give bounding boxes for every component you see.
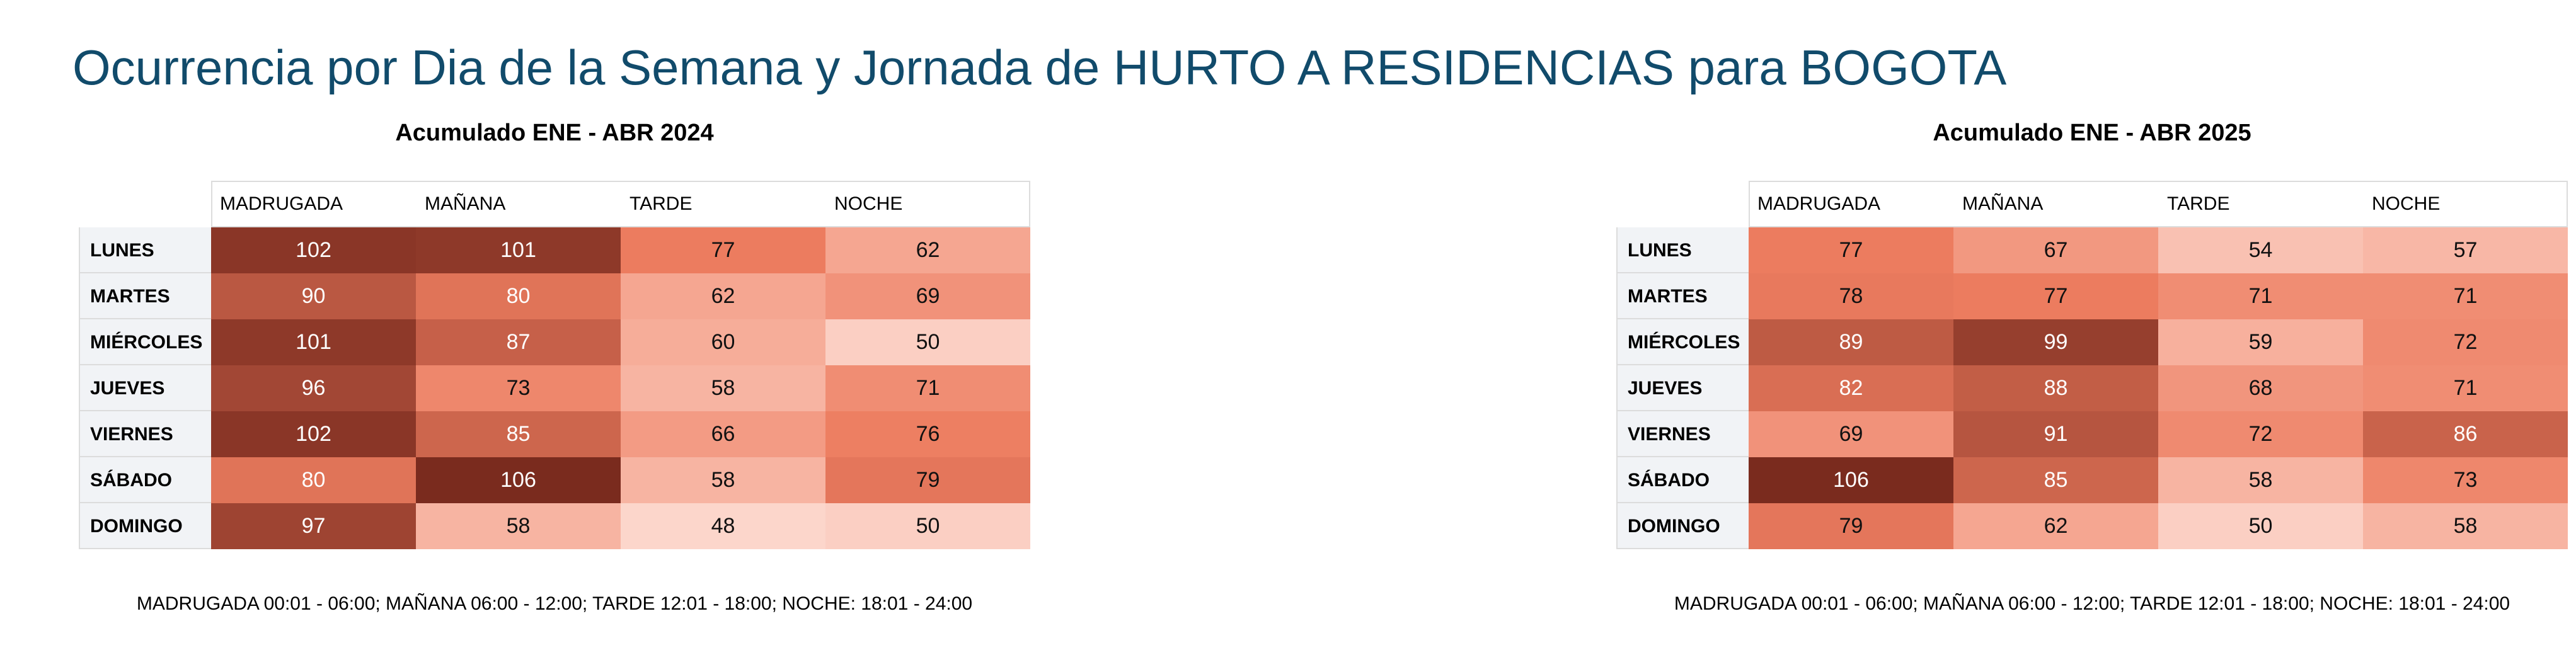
heatmap-cell: 96 — [211, 365, 416, 411]
page-title: Ocurrencia por Dia de la Semana y Jornad… — [72, 40, 2007, 95]
row-header: JUEVES — [79, 365, 211, 411]
row-header: LUNES — [79, 227, 211, 273]
heatmap-cell: 50 — [2158, 503, 2363, 549]
heatmap-cell: 58 — [621, 457, 825, 503]
heatmap-cell: 79 — [1749, 503, 1953, 549]
row-header: DOMINGO — [1616, 503, 1749, 549]
heatmap-cell: 77 — [1953, 273, 2158, 319]
heatmap-cell: 79 — [825, 457, 1030, 503]
heatmap-cell: 72 — [2158, 411, 2363, 457]
heatmap-cell: 99 — [1953, 319, 2158, 365]
column-header: MAÑANA — [425, 193, 506, 214]
heatmap-cell: 106 — [416, 457, 621, 503]
heatmap-panel-2025: Acumulado ENE - ABR 2025 MADRUGADA MAÑANA… — [1616, 120, 2568, 624]
heatmap-cell: 97 — [211, 503, 416, 549]
heatmap-cell: 54 — [2158, 227, 2363, 273]
heatmap-cell: 102 — [211, 411, 416, 457]
row-header: MARTES — [79, 273, 211, 319]
heatmap-cell: 101 — [416, 227, 621, 273]
heatmap-cell: 58 — [416, 503, 621, 549]
column-header: MADRUGADA — [220, 193, 343, 214]
heatmap-cell: 58 — [2363, 503, 2568, 549]
column-header: TARDE — [630, 193, 693, 214]
heatmap-cell: 80 — [211, 457, 416, 503]
heatmap-cell: 62 — [825, 227, 1030, 273]
heatmap-cell: 85 — [416, 411, 621, 457]
heatmap-cell: 71 — [2363, 273, 2568, 319]
heatmap-title: Acumulado ENE - ABR 2024 — [395, 120, 714, 146]
column-header: NOCHE — [2372, 193, 2441, 214]
row-header: JUEVES — [1616, 365, 1749, 411]
heatmap-cell: 69 — [825, 273, 1030, 319]
heatmap-cell: 85 — [1953, 457, 2158, 503]
heatmap-title: Acumulado ENE - ABR 2025 — [1933, 120, 2251, 146]
heatmap-cell: 73 — [2363, 457, 2568, 503]
row-header: MIÉRCOLES — [79, 319, 211, 365]
heatmap-cell: 82 — [1749, 365, 1953, 411]
heatmap-cell: 77 — [621, 227, 825, 273]
heatmap-cell: 58 — [2158, 457, 2363, 503]
column-header: TARDE — [2167, 193, 2230, 214]
heatmap-cell: 58 — [621, 365, 825, 411]
heatmap-cell: 73 — [416, 365, 621, 411]
heatmap-footnote: MADRUGADA 00:01 - 06:00; MAÑANA 06:00 - … — [136, 593, 973, 614]
heatmap-cell: 87 — [416, 319, 621, 365]
heatmap-cell: 78 — [1749, 273, 1953, 319]
heatmap-cell: 90 — [211, 273, 416, 319]
heatmap-cell: 76 — [825, 411, 1030, 457]
column-header-box — [1749, 181, 2568, 227]
heatmap-cell: 71 — [825, 365, 1030, 411]
column-header: MAÑANA — [1962, 193, 2044, 214]
row-header: SÁBADO — [1616, 457, 1749, 503]
heatmap-cell: 57 — [2363, 227, 2568, 273]
row-header: MIÉRCOLES — [1616, 319, 1749, 365]
heatmap-cell: 60 — [621, 319, 825, 365]
row-header: DOMINGO — [79, 503, 211, 549]
column-header: NOCHE — [834, 193, 903, 214]
heatmap-cell: 106 — [1749, 457, 1953, 503]
row-header: VIERNES — [79, 411, 211, 457]
column-header: MADRUGADA — [1757, 193, 1881, 214]
column-header-box — [211, 181, 1030, 227]
heatmap-cell: 50 — [825, 319, 1030, 365]
heatmap-grid: MADRUGADA MAÑANA TARDE NOCHE LUNES 77 67 54 57 MA… — [1616, 181, 2568, 672]
row-header: SÁBADO — [79, 457, 211, 503]
heatmap-cell: 62 — [621, 273, 825, 319]
heatmap-cell: 71 — [2158, 273, 2363, 319]
heatmap-cell: 50 — [825, 503, 1030, 549]
heatmap-cell: 66 — [621, 411, 825, 457]
row-header: MARTES — [1616, 273, 1749, 319]
heatmap-cell: 72 — [2363, 319, 2568, 365]
heatmap-cell: 77 — [1749, 227, 1953, 273]
heatmap-cell: 89 — [1749, 319, 1953, 365]
heatmap-cell: 102 — [211, 227, 416, 273]
heatmap-footnote: MADRUGADA 00:01 - 06:00; MAÑANA 06:00 - … — [1674, 593, 2510, 614]
heatmap-panel-2024: Acumulado ENE - ABR 2024 MADRUGADA MAÑANA… — [79, 120, 1030, 624]
heatmap-cell: 101 — [211, 319, 416, 365]
heatmap-cell: 80 — [416, 273, 621, 319]
heatmap-cell: 68 — [2158, 365, 2363, 411]
heatmap-cell: 69 — [1749, 411, 1953, 457]
heatmap-grid: MADRUGADA MAÑANA TARDE NOCHE LUNES 102 101 77 62… — [79, 181, 1030, 672]
heatmap-cell: 67 — [1953, 227, 2158, 273]
heatmap-cell: 71 — [2363, 365, 2568, 411]
row-header: LUNES — [1616, 227, 1749, 273]
heatmap-cell: 59 — [2158, 319, 2363, 365]
heatmap-cell: 48 — [621, 503, 825, 549]
heatmap-cell: 86 — [2363, 411, 2568, 457]
row-header: VIERNES — [1616, 411, 1749, 457]
heatmap-cell: 88 — [1953, 365, 2158, 411]
heatmap-cell: 62 — [1953, 503, 2158, 549]
heatmap-cell: 91 — [1953, 411, 2158, 457]
